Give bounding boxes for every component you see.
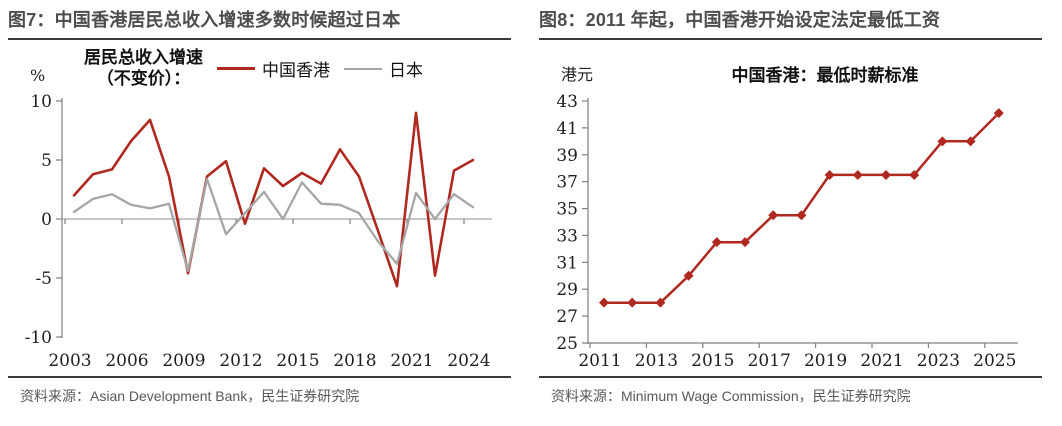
svg-text:5: 5 <box>41 151 52 171</box>
svg-text:2015: 2015 <box>276 351 319 371</box>
svg-text:39: 39 <box>556 145 578 165</box>
svg-text:2021: 2021 <box>860 351 903 371</box>
svg-text:2025: 2025 <box>973 351 1016 371</box>
minimum-wage-chart-title: 中国香港：最低时薪标准 <box>731 65 919 86</box>
figure8-source: 资料来源：Minimum Wage Commission，民生证券研究院 <box>539 375 1042 406</box>
svg-text:2023: 2023 <box>917 351 960 371</box>
legend-title: 居民总收入增速 （不变价）： <box>84 48 203 91</box>
legend-item-hongkong: 中国香港 <box>217 56 330 81</box>
figure7-panel: 图7：中国香港居民总收入增速多数时候超过日本 % 居民总收入增速 （不变价）： … <box>0 10 531 406</box>
figure7-heading: 图7：中国香港居民总收入增速多数时候超过日本 <box>8 10 511 40</box>
svg-text:2009: 2009 <box>162 351 205 371</box>
svg-text:2018: 2018 <box>333 351 376 371</box>
svg-text:2017: 2017 <box>748 351 791 371</box>
svg-text:33: 33 <box>556 226 578 246</box>
svg-text:2003: 2003 <box>48 351 91 371</box>
figure8-heading: 图8：2011 年起，中国香港开始设定法定最低工资 <box>539 10 1042 40</box>
legend-title-line2: （不变价）： <box>96 68 191 89</box>
figure7-chart: % 居民总收入增速 （不变价）： 中国香港 日本 10 5 0 -5 -10 2003 20… <box>0 40 531 376</box>
legend-item-japan: 日本 <box>344 56 423 81</box>
svg-text:35: 35 <box>556 199 578 219</box>
svg-text:43: 43 <box>556 92 578 112</box>
figure7-source: 资料来源：Asian Development Bank，民生证券研究院 <box>8 375 511 406</box>
svg-text:2012: 2012 <box>219 351 262 371</box>
svg-text:31: 31 <box>556 253 578 273</box>
svg-text:-10: -10 <box>25 328 52 348</box>
figure8-chart: 港元 中国香港：最低时薪标准 43 41 39 37 35 33 31 29 27 25 2011 2… <box>531 40 1062 376</box>
legend-label-hongkong: 中国香港 <box>262 61 330 82</box>
svg-text:2021: 2021 <box>390 351 433 371</box>
hongkong-line-swatch <box>217 67 255 71</box>
svg-text:0: 0 <box>41 210 52 230</box>
figure8-panel: 图8：2011 年起，中国香港开始设定法定最低工资 港元 中国香港：最低时薪标准… <box>531 0 1062 426</box>
svg-text:10: 10 <box>30 92 52 112</box>
svg-text:2011: 2011 <box>578 351 621 371</box>
legend-label-japan: 日本 <box>389 61 423 82</box>
y-axis-unit-percent: % <box>30 65 46 85</box>
svg-text:2013: 2013 <box>635 351 678 371</box>
svg-text:41: 41 <box>556 118 578 138</box>
svg-text:2019: 2019 <box>804 351 847 371</box>
income-growth-line-chart: 10 5 0 -5 -10 2003 2006 2009 2012 2015 2018 2021 202… <box>25 92 492 371</box>
svg-text:2006: 2006 <box>105 351 148 371</box>
svg-text:-5: -5 <box>35 269 52 289</box>
legend-title-line1: 居民总收入增速 <box>84 47 203 68</box>
figure7-legend: 居民总收入增速 （不变价）： 中国香港 日本 <box>84 48 423 91</box>
svg-text:25: 25 <box>556 334 578 354</box>
svg-text:37: 37 <box>556 172 578 192</box>
svg-text:27: 27 <box>556 307 578 327</box>
svg-text:2024: 2024 <box>447 351 490 371</box>
svg-text:29: 29 <box>556 280 578 300</box>
y-axis-unit-hkd: 港元 <box>561 64 594 84</box>
svg-text:2015: 2015 <box>691 351 734 371</box>
japan-line-swatch <box>344 67 382 71</box>
